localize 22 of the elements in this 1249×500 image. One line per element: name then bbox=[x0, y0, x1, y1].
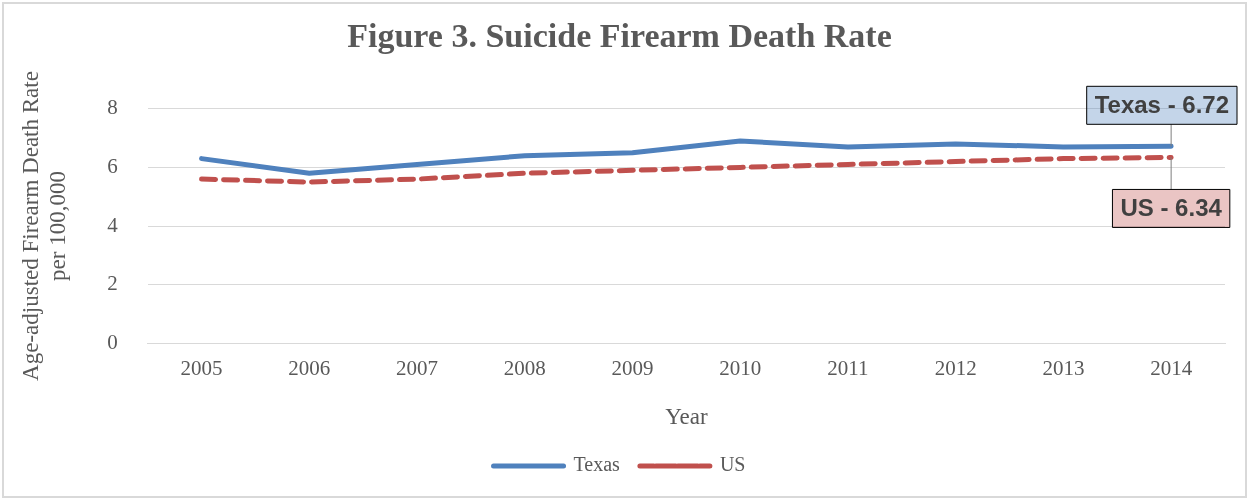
x-tick-label: 2009 bbox=[611, 356, 654, 381]
x-tick-label: 2012 bbox=[934, 356, 977, 381]
legend-label: Texas bbox=[573, 453, 621, 476]
y-tick-label: 2 bbox=[107, 271, 118, 296]
x-axis-title: Year bbox=[665, 404, 708, 430]
x-tick-label: 2014 bbox=[1150, 356, 1193, 381]
annotation: US - 6.34 bbox=[1120, 194, 1223, 222]
x-tick-label: 2010 bbox=[719, 356, 762, 381]
y-tick-label: 6 bbox=[107, 153, 118, 178]
x-tick-label: 2011 bbox=[827, 356, 869, 381]
y-tick-label: 4 bbox=[107, 212, 119, 237]
y-axis-title: Age-adjusted Firearm Death Rate per 100,000 bbox=[17, 71, 71, 381]
annotation: Texas - 6.72 bbox=[1094, 90, 1229, 118]
legend-label: US bbox=[719, 453, 746, 476]
x-tick-label: 2008 bbox=[503, 356, 546, 381]
x-tick-label: 2006 bbox=[288, 356, 331, 381]
y-tick-label: 8 bbox=[107, 95, 118, 120]
x-tick-label: 2005 bbox=[180, 356, 223, 381]
chart-title: Figure 3. Suicide Firearm Death Rate bbox=[347, 17, 892, 55]
y-tick-label: 0 bbox=[107, 329, 118, 354]
x-tick-label: 2013 bbox=[1042, 356, 1085, 381]
x-tick-label: 2007 bbox=[396, 356, 439, 381]
